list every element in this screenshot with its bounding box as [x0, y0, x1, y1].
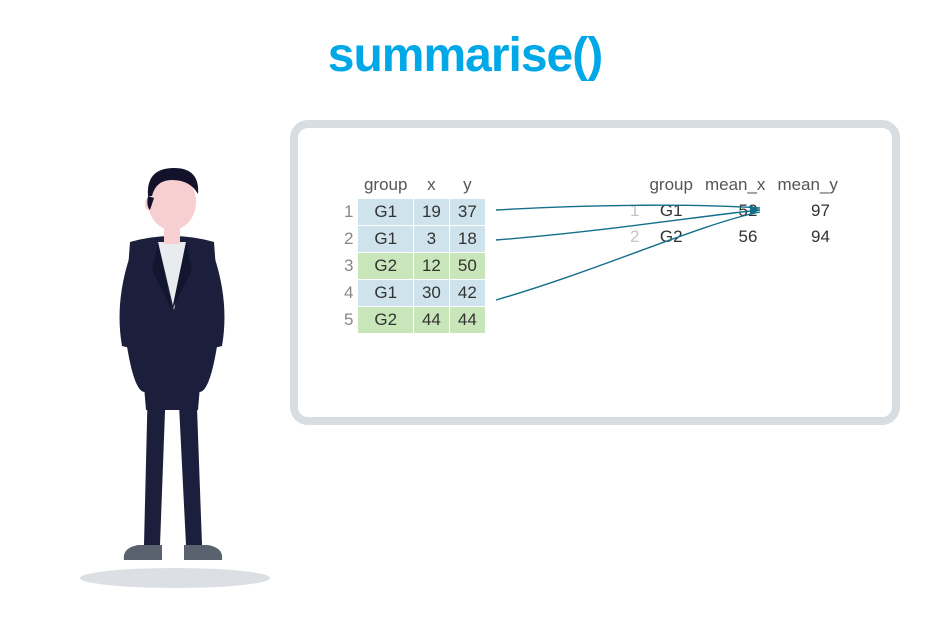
table-row: 5G24444	[336, 307, 485, 334]
result-table: group mean_x mean_y 1G152972G25694	[622, 172, 844, 250]
shoe-left	[124, 545, 162, 560]
col-x: x	[413, 172, 449, 199]
cell-meany: 94	[771, 224, 843, 250]
cell-meany: 97	[771, 198, 843, 224]
hips	[144, 386, 200, 410]
cell-meanx: 56	[699, 224, 771, 250]
row-num: 2	[336, 226, 358, 253]
cell-group: G2	[358, 307, 413, 334]
cell-group: G1	[358, 280, 413, 307]
cell-y: 18	[449, 226, 485, 253]
cell-group: G2	[643, 224, 698, 250]
person-illustration	[60, 150, 280, 590]
page-title: summarise()	[328, 28, 602, 83]
table-row: 3G21250	[336, 253, 485, 280]
row-num: 5	[336, 307, 358, 334]
cell-group: G1	[643, 198, 698, 224]
cell-y: 50	[449, 253, 485, 280]
cell-y: 42	[449, 280, 485, 307]
cell-x: 12	[413, 253, 449, 280]
cell-x: 44	[413, 307, 449, 334]
table-row: 4G13042	[336, 280, 485, 307]
cell-x: 30	[413, 280, 449, 307]
col-group: group	[358, 172, 413, 199]
row-num: 1	[336, 199, 358, 226]
cell-group: G1	[358, 226, 413, 253]
shoe-right	[184, 545, 222, 560]
result-table-header-row: group mean_x mean_y	[622, 172, 844, 198]
col-group-r: group	[643, 172, 698, 198]
row-num: 2	[622, 224, 643, 250]
shadow	[80, 568, 270, 588]
col-meanx: mean_x	[699, 172, 771, 198]
row-num: 3	[336, 253, 358, 280]
table-row: 1G11937	[336, 199, 485, 226]
table-row: 2G1318	[336, 226, 485, 253]
cell-x: 3	[413, 226, 449, 253]
input-table-header-row: group x y	[336, 172, 485, 199]
col-y: y	[449, 172, 485, 199]
row-num: 4	[336, 280, 358, 307]
cell-group: G2	[358, 253, 413, 280]
cell-y: 37	[449, 199, 485, 226]
cell-group: G1	[358, 199, 413, 226]
table-row: 1G15297	[622, 198, 844, 224]
cell-x: 19	[413, 199, 449, 226]
cell-meanx: 52	[699, 198, 771, 224]
cell-y: 44	[449, 307, 485, 334]
input-table: group x y 1G119372G13183G212504G130425G2…	[336, 172, 486, 334]
col-meany: mean_y	[771, 172, 843, 198]
table-row: 2G25694	[622, 224, 844, 250]
row-num: 1	[622, 198, 643, 224]
